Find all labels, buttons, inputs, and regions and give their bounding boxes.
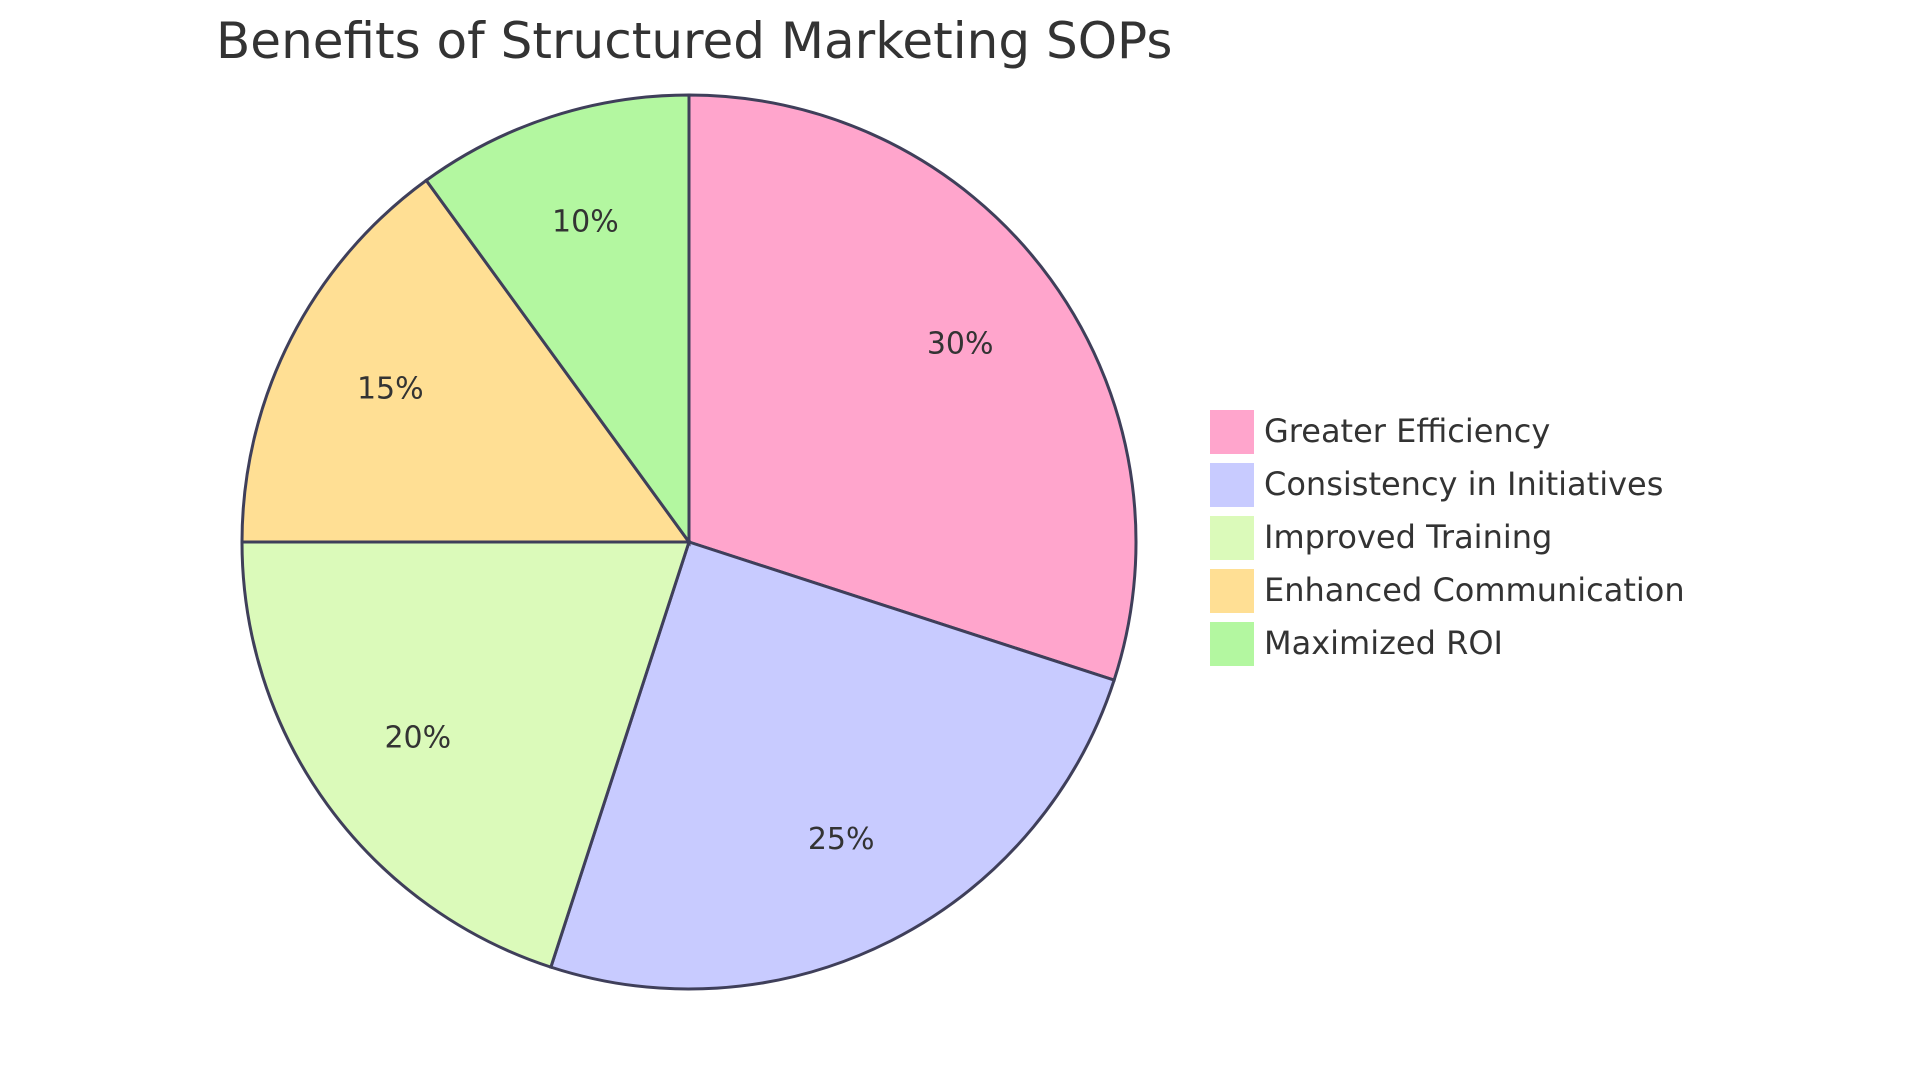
pie-slice-maximized-roi [424, 93, 691, 547]
pie-slice-consistency-in-initiatives [548, 540, 1117, 991]
legend-label: Enhanced Communication [1264, 571, 1685, 609]
legend-label: Consistency in Initiatives [1264, 465, 1663, 503]
chart-title: Benefits of Structured Marketing SOPs [216, 12, 1172, 70]
slice-value-label: 10% [552, 205, 619, 240]
legend-swatch [1210, 569, 1254, 613]
legend-item: Maximized ROI [1210, 622, 1503, 666]
legend-swatch [1210, 410, 1254, 454]
pie-slice-improved-training [240, 540, 692, 970]
legend-item: Consistency in Initiatives [1210, 463, 1663, 507]
legend-swatch [1210, 516, 1254, 560]
legend-swatch [1210, 622, 1254, 666]
legend-label: Maximized ROI [1264, 624, 1503, 662]
pie-slice-greater-efficiency [687, 93, 1138, 683]
slice-value-label: 15% [357, 371, 424, 406]
legend-label: Improved Training [1264, 518, 1552, 556]
legend-label: Greater Efficiency [1264, 412, 1550, 450]
legend-swatch [1210, 463, 1254, 507]
slice-value-label: 25% [808, 822, 875, 857]
legend-item: Enhanced Communication [1210, 569, 1685, 613]
legend-item: Improved Training [1210, 516, 1552, 560]
pie-slice-enhanced-communication [240, 178, 692, 544]
pie-slices [240, 93, 1138, 991]
legend-item: Greater Efficiency [1210, 410, 1550, 454]
pie-slice-labels: 30% 25% 20% 15% 10% [357, 205, 994, 858]
slice-value-label: 20% [384, 721, 451, 756]
slice-value-label: 30% [927, 326, 994, 361]
legend: Greater Efficiency Consistency in Initiat… [1210, 410, 1685, 666]
